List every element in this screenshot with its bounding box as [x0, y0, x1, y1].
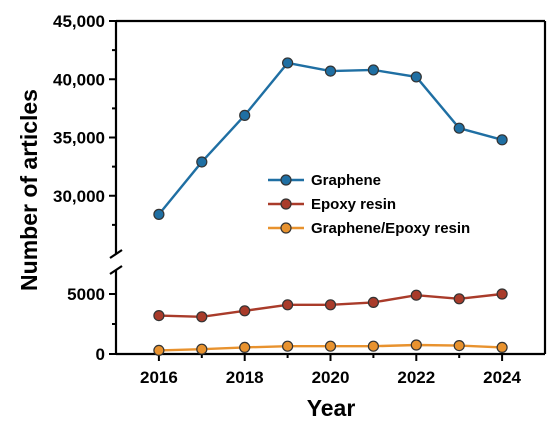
x-tick-label: 2018 — [226, 368, 264, 387]
y-tick-label: 0 — [96, 345, 105, 364]
x-tick-label: 2022 — [397, 368, 435, 387]
legend: Graphene Epoxy resin Graphene/Epoxy resin — [268, 172, 470, 237]
y-tick-label: 40,000 — [53, 70, 105, 89]
y-tick-label: 35,000 — [53, 129, 105, 148]
data-point — [453, 122, 465, 134]
data-point — [324, 340, 337, 352]
y-tick-label: 5000 — [67, 285, 105, 304]
data-point — [367, 340, 379, 352]
data-point — [153, 208, 165, 220]
legend-marker — [280, 222, 292, 234]
axis-break-mark — [109, 265, 123, 275]
data-point — [239, 341, 251, 353]
y-tick-label: 30,000 — [53, 187, 105, 206]
data-point — [324, 65, 337, 77]
data-point — [196, 311, 208, 323]
legend-marker — [280, 198, 292, 210]
data-point — [324, 299, 337, 311]
data-point — [410, 71, 422, 83]
data-point — [153, 310, 165, 322]
x-tick-label: 2016 — [140, 368, 178, 387]
x-axis-title: Year — [307, 395, 356, 421]
data-point — [453, 340, 465, 352]
data-point — [282, 299, 294, 311]
x-tick-label: 2020 — [312, 368, 350, 387]
legend-label: Graphene/Epoxy resin — [311, 220, 470, 237]
data-point — [496, 341, 508, 353]
y-axis-title: Number of articles — [16, 89, 42, 291]
data-point — [453, 293, 465, 305]
data-point — [496, 134, 508, 146]
data-point — [196, 156, 208, 168]
legend-label: Epoxy resin — [311, 196, 396, 213]
data-point — [410, 289, 422, 301]
data-series — [153, 57, 508, 356]
axis-ticks: 2016 2018 2020 2022 2024 0 5000 30,000 35,000 40,… — [53, 12, 522, 387]
legend-label: Graphene — [311, 172, 381, 189]
data-point — [282, 57, 294, 69]
data-point — [367, 64, 379, 76]
legend-marker — [280, 174, 292, 186]
series-line — [157, 61, 503, 216]
data-point — [410, 339, 422, 351]
data-point — [196, 343, 208, 355]
y-tick-label: 45,000 — [53, 12, 105, 31]
x-tick-label: 2024 — [483, 368, 521, 387]
data-point — [153, 344, 165, 356]
data-point — [367, 296, 379, 308]
data-point — [239, 305, 251, 317]
data-point — [496, 288, 508, 300]
data-point — [282, 340, 294, 352]
data-point — [239, 109, 251, 121]
axis-break-mark — [109, 249, 123, 259]
